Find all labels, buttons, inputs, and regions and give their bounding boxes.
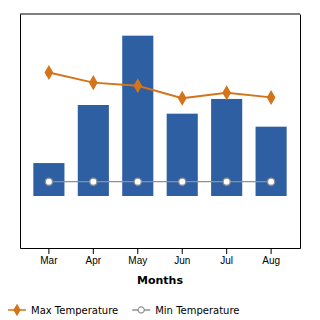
marker (179, 178, 186, 185)
x-tick-mark (93, 248, 94, 254)
marker (90, 76, 97, 88)
x-tick-label: May (128, 255, 147, 266)
legend-item: Max Temperature (8, 305, 118, 316)
x-tick-mark (271, 248, 272, 254)
x-tick-label: Mar (40, 255, 58, 266)
marker (45, 66, 52, 78)
y2-axis (300, 15, 301, 249)
x-tick: Apr (86, 248, 102, 266)
x-tick-label: Apr (86, 255, 102, 266)
y-axis (20, 15, 21, 249)
legend-marker (14, 305, 20, 315)
marker (223, 87, 230, 99)
legend-marker (138, 307, 144, 313)
chart: MarAprMayJunJulAugMonthsMax TemperatureM… (0, 0, 320, 320)
x-tick: Jul (220, 248, 233, 266)
x-tick-mark (48, 248, 49, 254)
x-tick: Jun (174, 248, 190, 266)
y2-axis-line (300, 15, 301, 249)
legend-label: Min Temperature (155, 305, 239, 316)
legend-item: Min Temperature (132, 305, 239, 316)
marks (33, 36, 286, 196)
marker (223, 178, 230, 185)
x-tick-mark (226, 248, 227, 254)
bar (122, 36, 153, 196)
bar (167, 114, 198, 196)
marker (45, 178, 52, 185)
legend-label: Max Temperature (31, 305, 118, 316)
y-axis-line (20, 15, 21, 249)
marker (179, 92, 186, 104)
plot-area: Mar Apr May Jun Jul Aug (20, 14, 301, 266)
x-tick: May (128, 248, 147, 266)
marker (134, 80, 141, 92)
line (49, 73, 271, 99)
x-axis: Mar Apr May Jun Jul Aug (21, 248, 301, 266)
x-tick: Aug (262, 248, 280, 266)
bar (78, 105, 109, 196)
bar-series (33, 36, 286, 196)
bar (256, 127, 287, 196)
line-series (45, 178, 274, 185)
x-tick-label: Jul (220, 255, 233, 266)
plot-frame-top (20, 14, 300, 15)
marker (268, 178, 275, 185)
x-axis-title: Months (137, 274, 183, 287)
legend: Max Temperature Min Temperature (8, 305, 239, 316)
marker (134, 178, 141, 185)
line (49, 181, 271, 182)
x-axis-line (21, 248, 301, 249)
x-tick-mark (137, 248, 138, 254)
marker (268, 91, 275, 103)
x-tick-label: Jun (174, 255, 190, 266)
x-tick-label: Aug (262, 255, 280, 266)
marker (90, 178, 97, 185)
x-tick-mark (182, 248, 183, 254)
bar (33, 163, 64, 196)
x-tick: Mar (40, 248, 58, 266)
line-series (45, 66, 274, 104)
